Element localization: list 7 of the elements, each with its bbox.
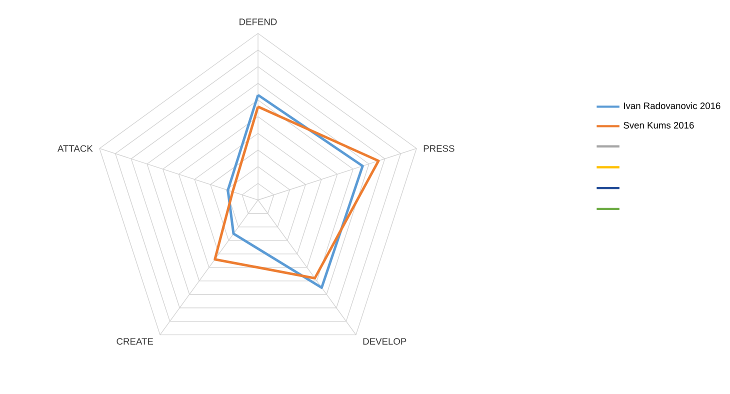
spoke-label: DEFEND bbox=[240, 18, 277, 26]
spoke-label: ATTACK bbox=[57, 145, 93, 152]
spoke-label: PRESS bbox=[424, 145, 454, 152]
spoke-label: CREATE bbox=[116, 338, 154, 345]
spoke-label: DEVELOP bbox=[363, 338, 406, 345]
legend-label: Sven Kums 2016 bbox=[624, 122, 694, 129]
legend-label: Ivan Radovanovic 2016 bbox=[624, 102, 720, 110]
